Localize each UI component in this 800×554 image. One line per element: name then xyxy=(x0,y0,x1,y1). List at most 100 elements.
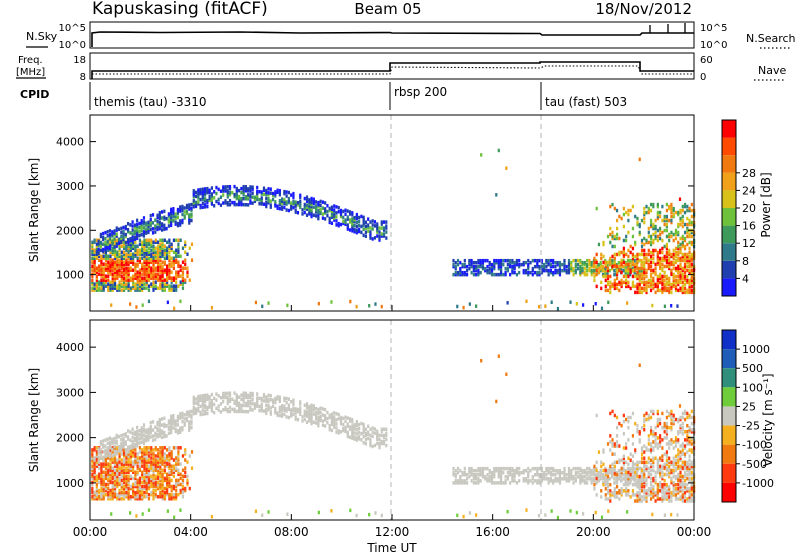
power-cell xyxy=(638,224,641,229)
power-cell xyxy=(668,290,671,295)
velocity-cell xyxy=(659,458,662,463)
power-cell xyxy=(301,208,304,212)
power-cell xyxy=(136,272,139,276)
power-cell xyxy=(533,258,537,263)
velocity-cell xyxy=(161,494,164,499)
velocity-cell xyxy=(134,456,137,460)
power-cell xyxy=(668,260,671,265)
velocity-cell xyxy=(170,464,173,468)
velocity-cell xyxy=(613,470,616,475)
velocity-cell xyxy=(595,473,598,477)
velocity-cell xyxy=(292,398,295,402)
velocity-cell xyxy=(645,476,648,481)
power-cell xyxy=(592,262,596,267)
power-cell xyxy=(184,250,187,254)
velocity-cell xyxy=(333,419,336,423)
power-cell xyxy=(679,218,682,223)
velocity-cell xyxy=(184,450,187,454)
power-cell xyxy=(186,270,189,274)
power-cell xyxy=(308,206,311,210)
power-cell xyxy=(310,202,313,207)
velocity-cell xyxy=(640,466,643,471)
power-cell xyxy=(201,195,204,199)
power-cell xyxy=(595,266,598,271)
velocity-cell xyxy=(127,482,130,487)
velocity-cell xyxy=(595,468,598,473)
power-cell xyxy=(677,268,680,273)
velocity-cell xyxy=(215,406,218,411)
velocity-cell xyxy=(147,482,151,487)
velocity-cell xyxy=(159,454,162,458)
power-cell xyxy=(525,299,528,304)
velocity-cell xyxy=(665,462,669,467)
velocity-cell xyxy=(294,415,297,419)
velocity-cell xyxy=(631,462,635,467)
velocity-cell xyxy=(661,497,664,501)
velocity-cell xyxy=(185,412,189,417)
power-cell xyxy=(127,268,130,272)
velocity-cell xyxy=(156,460,160,464)
velocity-cell xyxy=(159,458,162,462)
power-cell xyxy=(152,270,155,274)
power-cell xyxy=(222,193,225,197)
velocity-cell xyxy=(116,476,119,481)
power-cell xyxy=(111,234,114,238)
power-cell xyxy=(152,250,155,254)
power-cell xyxy=(640,268,643,273)
velocity-cell xyxy=(317,407,320,412)
velocity-cell xyxy=(242,409,245,414)
velocity-cell xyxy=(132,464,135,468)
power-cell xyxy=(321,212,324,216)
velocity-cell xyxy=(556,477,559,481)
velocity-cell xyxy=(456,466,460,471)
velocity-cell xyxy=(150,460,153,464)
velocity-cell xyxy=(120,478,123,483)
power-cell xyxy=(163,215,166,220)
velocity-cell xyxy=(127,492,130,497)
velocity-cell xyxy=(160,417,164,421)
velocity-cell xyxy=(170,494,173,499)
power-cell xyxy=(502,258,505,263)
velocity-cell xyxy=(154,462,157,466)
velocity-cell xyxy=(475,473,478,477)
power-cell xyxy=(163,286,166,290)
power-cell xyxy=(497,264,500,269)
velocity-cell xyxy=(470,466,473,471)
velocity-cell xyxy=(240,407,243,412)
power-cell xyxy=(97,251,100,256)
power-cell xyxy=(670,204,673,209)
power-cell xyxy=(601,272,605,277)
velocity-cell xyxy=(142,429,146,433)
power-cell xyxy=(185,203,189,208)
power-cell xyxy=(147,288,151,292)
velocity-cell xyxy=(586,481,589,485)
power-cell xyxy=(156,278,160,282)
power-cell xyxy=(631,262,635,267)
power-cell xyxy=(452,272,455,277)
velocity-cell xyxy=(177,470,180,475)
power-cell xyxy=(170,244,173,249)
velocity-cell xyxy=(240,403,243,408)
power-cell xyxy=(199,197,202,202)
power-cell xyxy=(95,284,98,288)
power-cell xyxy=(260,200,263,204)
velocity-cell xyxy=(152,456,155,460)
power-cell xyxy=(668,264,671,269)
power-cell xyxy=(147,272,151,276)
power-cell xyxy=(479,270,482,275)
y-tick-label: 2000 xyxy=(56,224,84,237)
power-cell xyxy=(620,258,623,263)
power-cell xyxy=(490,262,494,267)
velocity-cell xyxy=(610,475,614,479)
velocity-cell xyxy=(120,452,123,456)
y-tick-label: 1000 xyxy=(56,269,84,282)
velocity-cell xyxy=(592,466,596,471)
velocity-cell xyxy=(150,492,153,497)
power-cell xyxy=(172,258,175,262)
velocity-cell xyxy=(509,473,512,477)
velocity-cell xyxy=(136,496,139,501)
power-cell xyxy=(631,280,635,285)
velocity-cell xyxy=(645,468,648,473)
power-cell xyxy=(497,262,500,267)
